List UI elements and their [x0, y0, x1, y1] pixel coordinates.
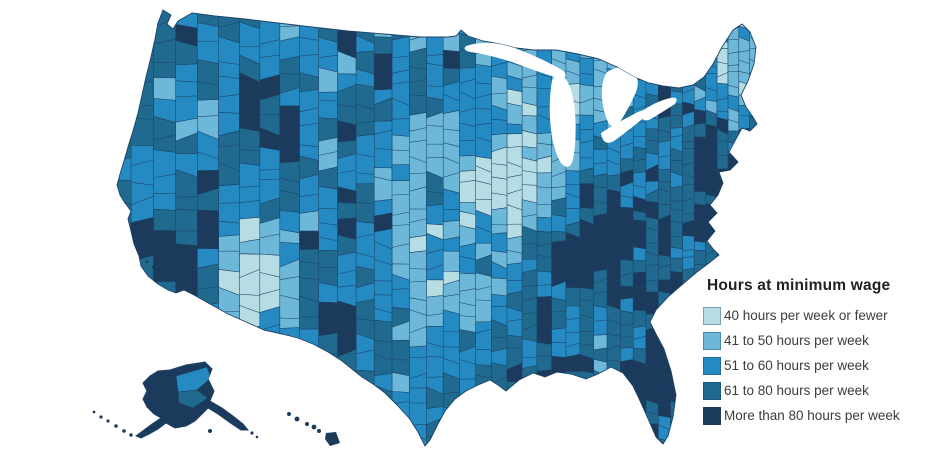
legend-swatch [703, 406, 721, 425]
legend-item: 51 to 60 hours per week [703, 353, 935, 378]
lake-huron-icon [601, 67, 638, 127]
legend-label: 40 hours per week or fewer [724, 308, 888, 323]
legend-swatch [703, 306, 721, 325]
legend-label: 41 to 50 hours per week [724, 333, 869, 348]
legend-swatch [703, 331, 721, 350]
continental-outline [116, 9, 758, 447]
legend-item: 40 hours per week or fewer [703, 303, 935, 328]
alaska-inset [92, 361, 259, 439]
lake-superior-icon [464, 42, 566, 79]
great-lakes [464, 42, 677, 167]
legend-label: 61 to 80 hours per week [724, 383, 869, 398]
legend-swatch [703, 356, 721, 375]
lake-ontario-icon [640, 97, 677, 121]
legend-title: Hours at minimum wage [707, 277, 891, 294]
legend-item: 41 to 50 hours per week [703, 328, 935, 353]
lake-erie-icon [601, 109, 649, 143]
lake-michigan-icon [549, 75, 576, 167]
hawaii-inset [287, 412, 340, 446]
channel-islands-icon [145, 260, 170, 281]
legend-item: 61 to 80 hours per week [703, 378, 935, 403]
legend-label: More than 80 hours per week [724, 408, 900, 423]
legend-label: 51 to 60 hours per week [724, 358, 869, 373]
legend-swatch [703, 381, 721, 400]
legend-item: More than 80 hours per week [703, 403, 935, 428]
aleutian-islands [92, 410, 259, 439]
legend: Hours at minimum wage 40 hours per week … [703, 277, 935, 428]
